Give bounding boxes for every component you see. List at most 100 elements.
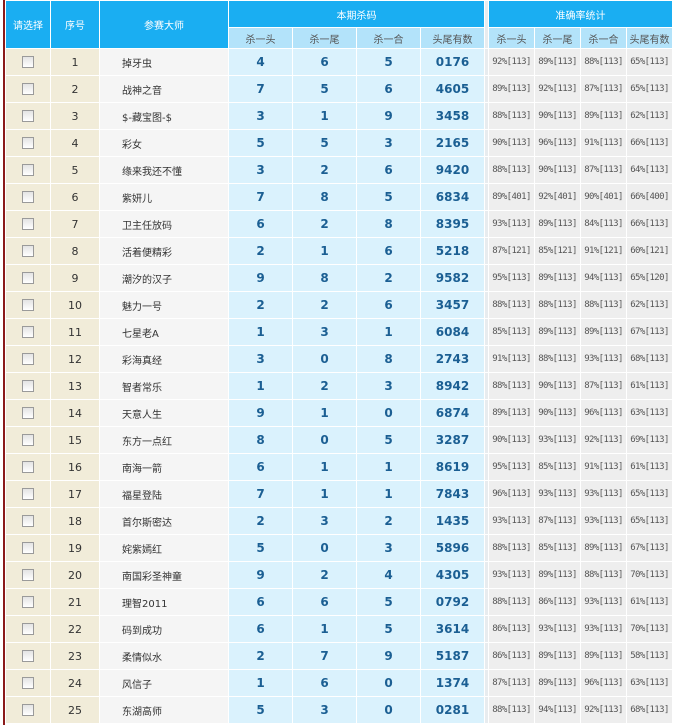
kill-head-cell: 3 — [229, 157, 292, 183]
kill-tail-cell: 0 — [293, 535, 356, 561]
acc-head-tail-cell: 65%[113] — [627, 76, 672, 102]
kill-tail-cell: 3 — [293, 319, 356, 345]
head-tail-count-cell: 2165 — [421, 130, 484, 156]
master-name: 彩海真经 — [100, 346, 228, 372]
column-divider — [485, 427, 488, 453]
select-checkbox[interactable] — [22, 56, 34, 68]
kill-head-cell: 3 — [229, 346, 292, 372]
index-cell: 10 — [51, 292, 99, 318]
kill-head-cell: 5 — [229, 697, 292, 723]
acc-tail-cell: 90%[113] — [535, 157, 580, 183]
select-checkbox[interactable] — [22, 596, 34, 608]
acc-head-tail-cell: 69%[113] — [627, 427, 672, 453]
master-name: 潮汐的汉子 — [100, 265, 228, 291]
select-checkbox[interactable] — [22, 245, 34, 257]
select-checkbox[interactable] — [22, 164, 34, 176]
kill-tail-cell: 6 — [293, 589, 356, 615]
acc-head-tail-cell: 65%[113] — [627, 481, 672, 507]
kill-sum-cell: 0 — [357, 400, 420, 426]
select-checkbox[interactable] — [22, 272, 34, 284]
select-checkbox[interactable] — [22, 623, 34, 635]
table-row: 7 卫主任放码 6 2 8 8395 93%[113] 89%[113] 84%[113] 66%… — [6, 211, 672, 237]
header-select: 请选择 — [6, 1, 50, 48]
select-checkbox[interactable] — [22, 677, 34, 689]
acc-head-cell: 88%[113] — [489, 103, 534, 129]
acc-sum-cell: 89%[113] — [581, 535, 626, 561]
select-checkbox[interactable] — [22, 83, 34, 95]
table-row: 18 首尔斯密达 2 3 2 1435 93%[113] 87%[113] 93%[113] 65… — [6, 508, 672, 534]
index-cell: 25 — [51, 697, 99, 723]
column-divider — [485, 130, 488, 156]
acc-sum-cell: 88%[113] — [581, 562, 626, 588]
kill-head-cell: 9 — [229, 562, 292, 588]
index-cell: 2 — [51, 76, 99, 102]
select-cell — [6, 211, 50, 237]
select-checkbox[interactable] — [22, 407, 34, 419]
select-checkbox[interactable] — [22, 353, 34, 365]
index-cell: 16 — [51, 454, 99, 480]
acc-head-tail-cell: 66%[113] — [627, 130, 672, 156]
acc-tail-cell: 89%[113] — [535, 265, 580, 291]
select-checkbox[interactable] — [22, 191, 34, 203]
kill-sum-cell: 6 — [357, 76, 420, 102]
select-cell — [6, 76, 50, 102]
acc-sum-cell: 93%[113] — [581, 616, 626, 642]
table-row: 2 战神之音 7 5 6 4605 89%[113] 92%[113] 87%[113] 65%[… — [6, 76, 672, 102]
table-row: 13 智者常乐 1 2 3 8942 88%[113] 90%[113] 87%[113] 61%… — [6, 373, 672, 399]
acc-sum-cell: 89%[113] — [581, 103, 626, 129]
acc-sum-cell: 87%[113] — [581, 373, 626, 399]
kill-sum-cell: 1 — [357, 454, 420, 480]
select-checkbox[interactable] — [22, 380, 34, 392]
acc-tail-cell: 89%[113] — [535, 211, 580, 237]
kill-tail-cell: 2 — [293, 157, 356, 183]
select-checkbox[interactable] — [22, 569, 34, 581]
select-checkbox[interactable] — [22, 488, 34, 500]
acc-head-tail-cell: 67%[113] — [627, 319, 672, 345]
acc-tail-cell: 85%[113] — [535, 454, 580, 480]
head-tail-count-cell: 3614 — [421, 616, 484, 642]
kill-head-cell: 6 — [229, 616, 292, 642]
kill-sum-cell: 5 — [357, 49, 420, 75]
index-cell: 7 — [51, 211, 99, 237]
select-checkbox[interactable] — [22, 515, 34, 527]
acc-tail-cell: 89%[113] — [535, 562, 580, 588]
acc-sum-cell: 93%[113] — [581, 346, 626, 372]
select-checkbox[interactable] — [22, 704, 34, 716]
acc-sum-cell: 94%[113] — [581, 265, 626, 291]
master-name: 福星登陆 — [100, 481, 228, 507]
select-checkbox[interactable] — [22, 434, 34, 446]
acc-head-tail-cell: 70%[113] — [627, 616, 672, 642]
select-checkbox[interactable] — [22, 326, 34, 338]
header-kill-tail: 杀一尾 — [293, 28, 356, 48]
table-row: 10 魅力一号 2 2 6 3457 88%[113] 88%[113] 88%[113] 62%… — [6, 292, 672, 318]
select-checkbox[interactable] — [22, 299, 34, 311]
header-head-tail: 头尾有数 — [421, 28, 484, 48]
table-row: 6 紫妍儿 7 8 5 6834 89%[401] 92%[401] 90%[401] 66%[4… — [6, 184, 672, 210]
index-cell: 18 — [51, 508, 99, 534]
master-name: 紫妍儿 — [100, 184, 228, 210]
header-acc-head: 杀一头 — [489, 28, 534, 48]
acc-sum-cell: 91%[113] — [581, 454, 626, 480]
select-checkbox[interactable] — [22, 650, 34, 662]
select-checkbox[interactable] — [22, 218, 34, 230]
table-row: 17 福星登陆 7 1 1 7843 96%[113] 93%[113] 93%[113] 65%… — [6, 481, 672, 507]
acc-tail-cell: 87%[113] — [535, 508, 580, 534]
acc-head-cell: 93%[113] — [489, 508, 534, 534]
head-tail-count-cell: 4305 — [421, 562, 484, 588]
select-checkbox[interactable] — [22, 137, 34, 149]
select-checkbox[interactable] — [22, 110, 34, 122]
column-divider — [485, 562, 488, 588]
kill-sum-cell: 3 — [357, 535, 420, 561]
table-row: 12 彩海真经 3 0 8 2743 91%[113] 88%[113] 93%[113] 68%… — [6, 346, 672, 372]
table-row: 3 $-藏宝图-$ 3 1 9 3458 88%[113] 90%[113] 89%[113] 6… — [6, 103, 672, 129]
index-cell: 22 — [51, 616, 99, 642]
select-cell — [6, 643, 50, 669]
select-checkbox[interactable] — [22, 542, 34, 554]
master-table-container: 请选择 序号 参赛大师 本期杀码 准确率统计 杀一头 杀一尾 杀一合 头尾有数 … — [3, 0, 673, 725]
select-checkbox[interactable] — [22, 461, 34, 473]
table-row: 14 天意人生 9 1 0 6874 89%[113] 90%[113] 96%[113] 63%… — [6, 400, 672, 426]
master-name: 魅力一号 — [100, 292, 228, 318]
index-cell: 20 — [51, 562, 99, 588]
master-name: 掉牙虫 — [100, 49, 228, 75]
header-index: 序号 — [51, 1, 99, 48]
